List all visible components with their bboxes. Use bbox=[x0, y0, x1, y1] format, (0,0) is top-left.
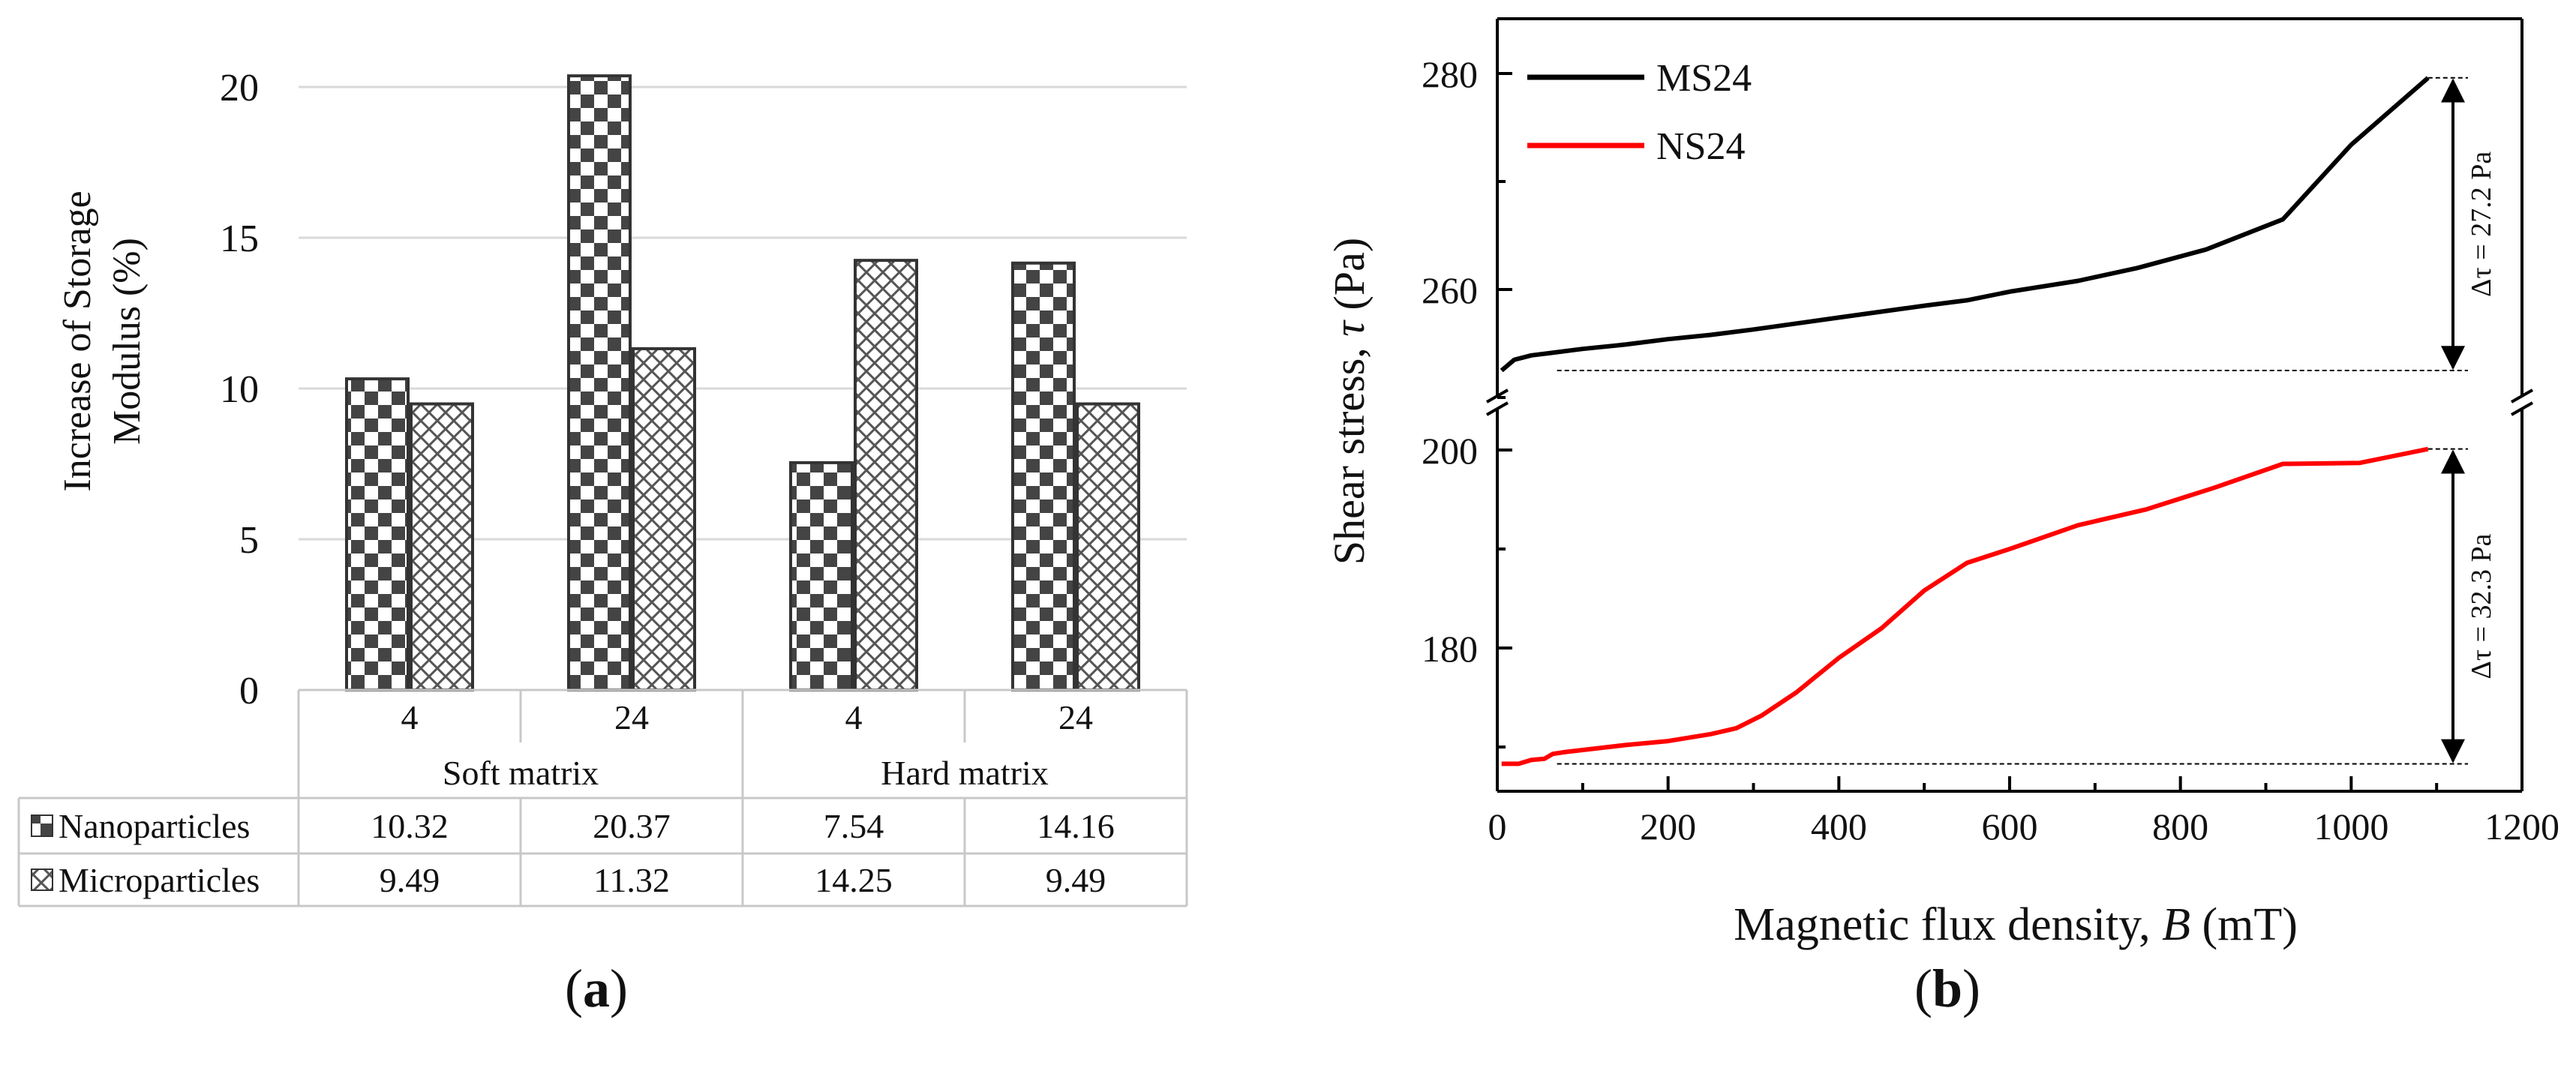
delta-annotations: Δτ = 27.2 Pa Δτ = 32.3 Pa bbox=[1557, 76, 2497, 765]
y-tick-label: 200 bbox=[1422, 430, 1478, 472]
ms24-line bbox=[1500, 76, 2430, 373]
ns24-line bbox=[1501, 446, 2429, 766]
axis-break-mark bbox=[2511, 388, 2533, 404]
table-value: 9.49 bbox=[380, 861, 440, 899]
line-chart-panel: 0 200 400 600 800 1000 1200 260 280 180 200 Δτ = 2… bbox=[1325, 17, 2559, 950]
table-value: 11.32 bbox=[593, 861, 670, 899]
panel-b-caption: (b) bbox=[1914, 958, 1980, 1018]
bar-chart-panel: 0 5 10 15 20 Increase of Storage Modulus (%)… bbox=[17, 67, 1188, 908]
group-label: Soft matrix bbox=[443, 754, 599, 792]
panel-a-caption: (a) bbox=[565, 958, 628, 1018]
category-label: 4 bbox=[845, 698, 863, 736]
nanoparticles-bar bbox=[1011, 261, 1076, 692]
delta-label: Δτ = 32.3 Pa bbox=[2466, 533, 2497, 679]
microparticles-bar bbox=[854, 259, 918, 692]
table-value: 14.25 bbox=[815, 861, 893, 899]
microparticles-legend-key bbox=[31, 868, 53, 891]
microparticles-row-label: Microparticles bbox=[59, 861, 260, 899]
nanoparticles-bar bbox=[345, 377, 410, 692]
y-tick-labels: 0 5 10 15 20 bbox=[220, 67, 259, 712]
data-table: 4 24 4 24 Soft matrix Hard matrix Nanoparticle… bbox=[17, 688, 1188, 908]
y-tick-label: 15 bbox=[220, 218, 259, 260]
x-tick-label: 800 bbox=[2152, 806, 2208, 848]
category-label: 24 bbox=[614, 698, 649, 736]
y-tick-label: 0 bbox=[239, 670, 259, 712]
x-tick-label: 400 bbox=[1811, 806, 1867, 848]
x-tick-label: 0 bbox=[1488, 806, 1507, 848]
y-axis-title: Shear stress, τ (Pa) bbox=[1325, 238, 1374, 565]
y-axis-title-line-1: Increase of Storage bbox=[56, 190, 99, 491]
category-label: 4 bbox=[401, 698, 419, 736]
plot-frame bbox=[1486, 17, 2533, 793]
microparticles-bar bbox=[410, 402, 474, 692]
group-label: Hard matrix bbox=[881, 754, 1049, 792]
microparticles-bar bbox=[1076, 402, 1140, 692]
series-lines bbox=[1500, 76, 2430, 766]
table-value: 10.32 bbox=[371, 807, 449, 845]
x-tick-label: 200 bbox=[1640, 806, 1696, 848]
x-tick-label: 1000 bbox=[2313, 806, 2388, 848]
y-tick-label: 260 bbox=[1422, 269, 1478, 311]
x-tick-label: 600 bbox=[1982, 806, 2038, 848]
bars bbox=[345, 74, 1140, 692]
ns24-legend-label: NS24 bbox=[1656, 125, 1745, 168]
y-tick-label: 280 bbox=[1422, 53, 1478, 95]
y-tick-label: 180 bbox=[1422, 628, 1478, 670]
table-value: 9.49 bbox=[1046, 861, 1106, 899]
axis-ticks: 0 200 400 600 800 1000 1200 260 280 180 200 bbox=[1422, 53, 2559, 848]
table-value: 7.54 bbox=[824, 807, 884, 845]
y-tick-label: 5 bbox=[239, 519, 259, 562]
nanoparticles-bar bbox=[789, 460, 854, 692]
category-label: 24 bbox=[1058, 698, 1093, 736]
y-tick-label: 10 bbox=[220, 368, 259, 411]
x-axis-title: Magnetic flux density, B (mT) bbox=[1734, 899, 2298, 950]
legend: MS24 NS24 bbox=[1527, 57, 1752, 168]
y-tick-label: 20 bbox=[220, 67, 259, 110]
ms24-legend-label: MS24 bbox=[1656, 57, 1752, 100]
table-value: 14.16 bbox=[1037, 807, 1115, 845]
x-tick-label: 1200 bbox=[2484, 806, 2559, 848]
nanoparticles-bar bbox=[567, 74, 632, 692]
nanoparticles-legend-key bbox=[31, 814, 53, 837]
delta-label: Δτ = 27.2 Pa bbox=[2466, 152, 2497, 297]
axis-break-mark bbox=[1486, 401, 1509, 416]
y-axis-title-line-2: Modulus (%) bbox=[106, 238, 149, 445]
nanoparticles-row-label: Nanoparticles bbox=[59, 807, 250, 845]
table-value: 20.37 bbox=[593, 807, 671, 845]
microparticles-bar bbox=[632, 346, 696, 692]
axis-break-mark bbox=[2511, 401, 2533, 416]
